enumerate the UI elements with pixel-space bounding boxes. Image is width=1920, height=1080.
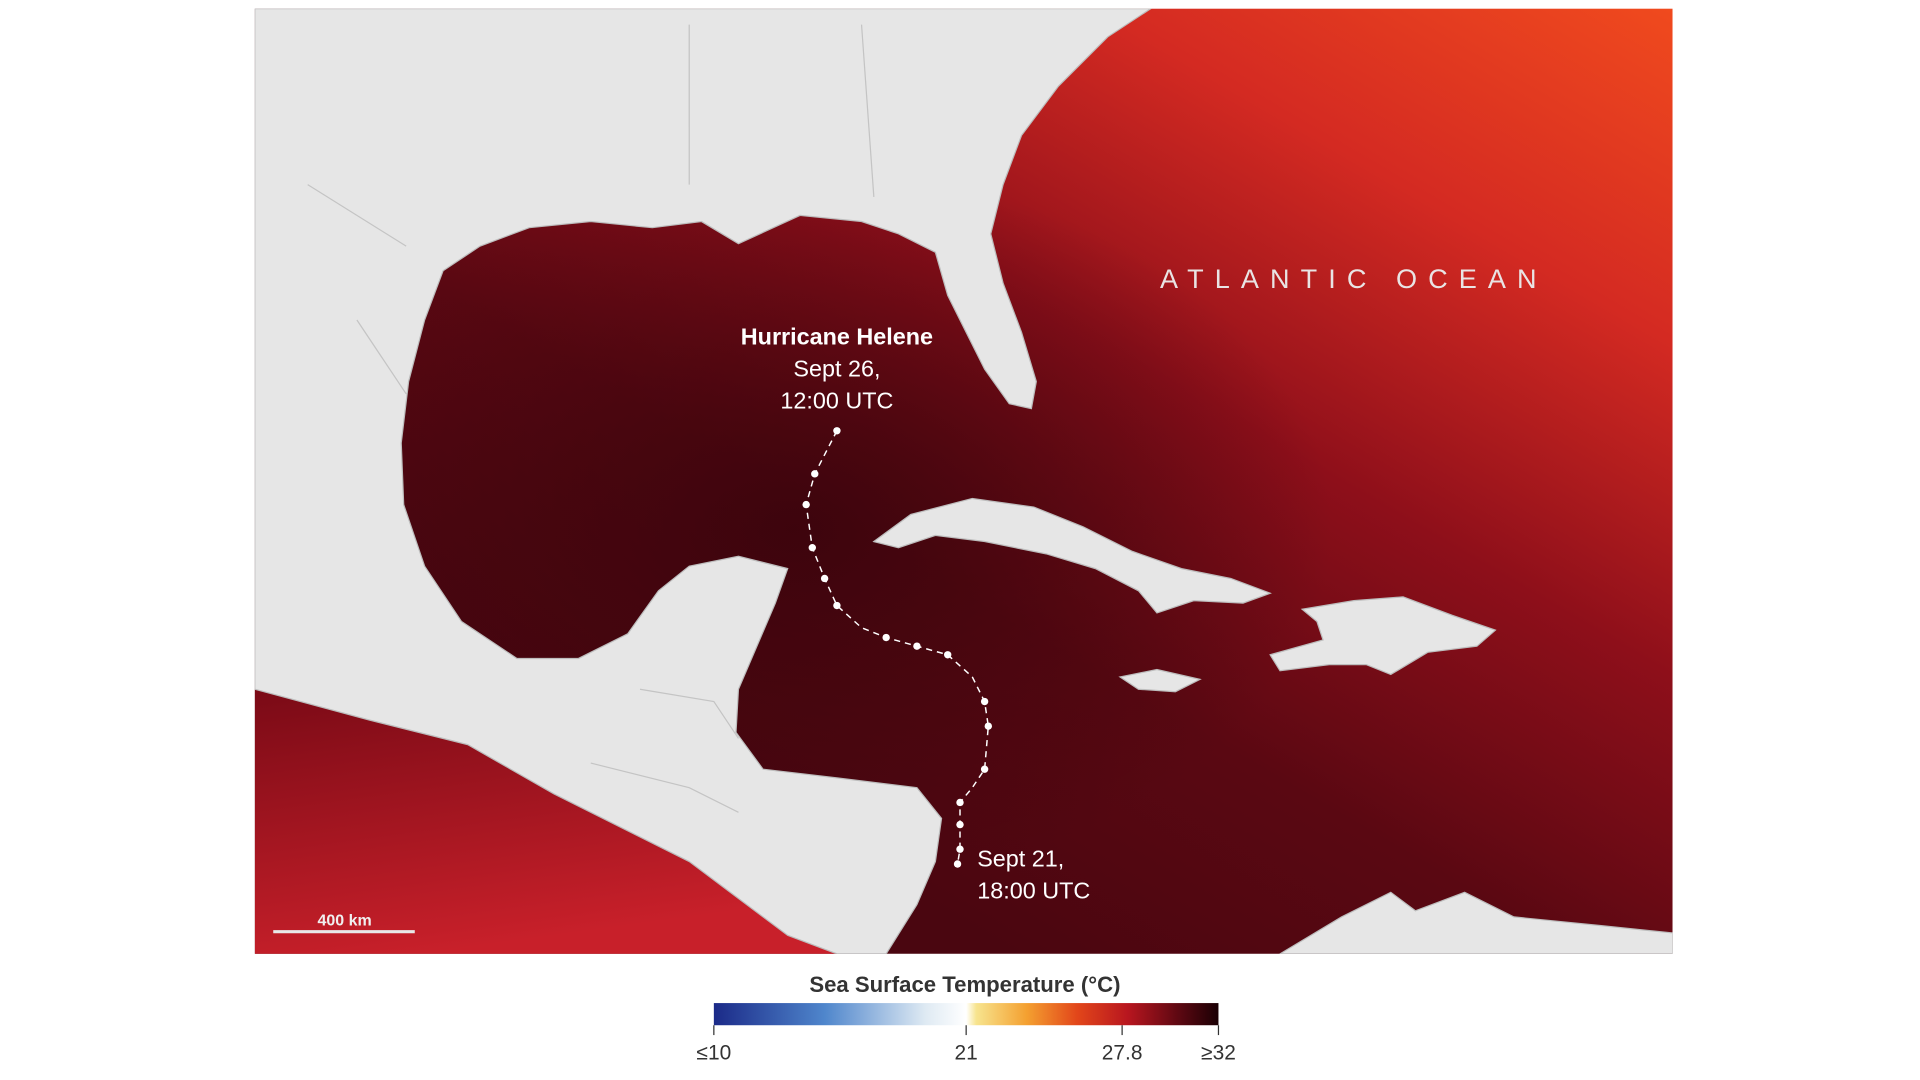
legend-tick-label: ≥32 [1201,1042,1236,1065]
legend: Sea Surface Temperature (°C) ≤10 21 27.8 ≥3… [696,972,1235,1065]
jamaica [1118,668,1202,693]
south-america [1278,891,1673,954]
land-north-central-america [254,8,1152,954]
storm-start-date: Sept 21, [977,845,1064,871]
legend-tick-label: ≤10 [696,1042,731,1065]
storm-track-points [802,427,992,868]
storm-end-time: 12:00 UTC [780,388,893,414]
storm-start-time: 18:00 UTC [977,877,1090,903]
borders [307,24,875,813]
scale-bar-label: 400 km [317,913,371,930]
legend-tick-label: 21 [955,1042,978,1065]
ocean-label: ATLANTIC OCEAN [1160,263,1548,294]
map-area: ATLANTIC OCEAN Hurricane Helene Sept 26,… [254,8,1673,954]
storm-name: Hurricane Helene [741,324,933,350]
storm-end-date: Sept 26, [793,356,880,382]
legend-tick-label: 27.8 [1102,1042,1143,1065]
legend-title: Sea Surface Temperature (°C) [809,972,1120,997]
pacific-ocean [254,689,837,954]
cuba [872,497,1272,614]
hispaniola [1269,596,1497,676]
color-scale [713,1003,1219,1026]
